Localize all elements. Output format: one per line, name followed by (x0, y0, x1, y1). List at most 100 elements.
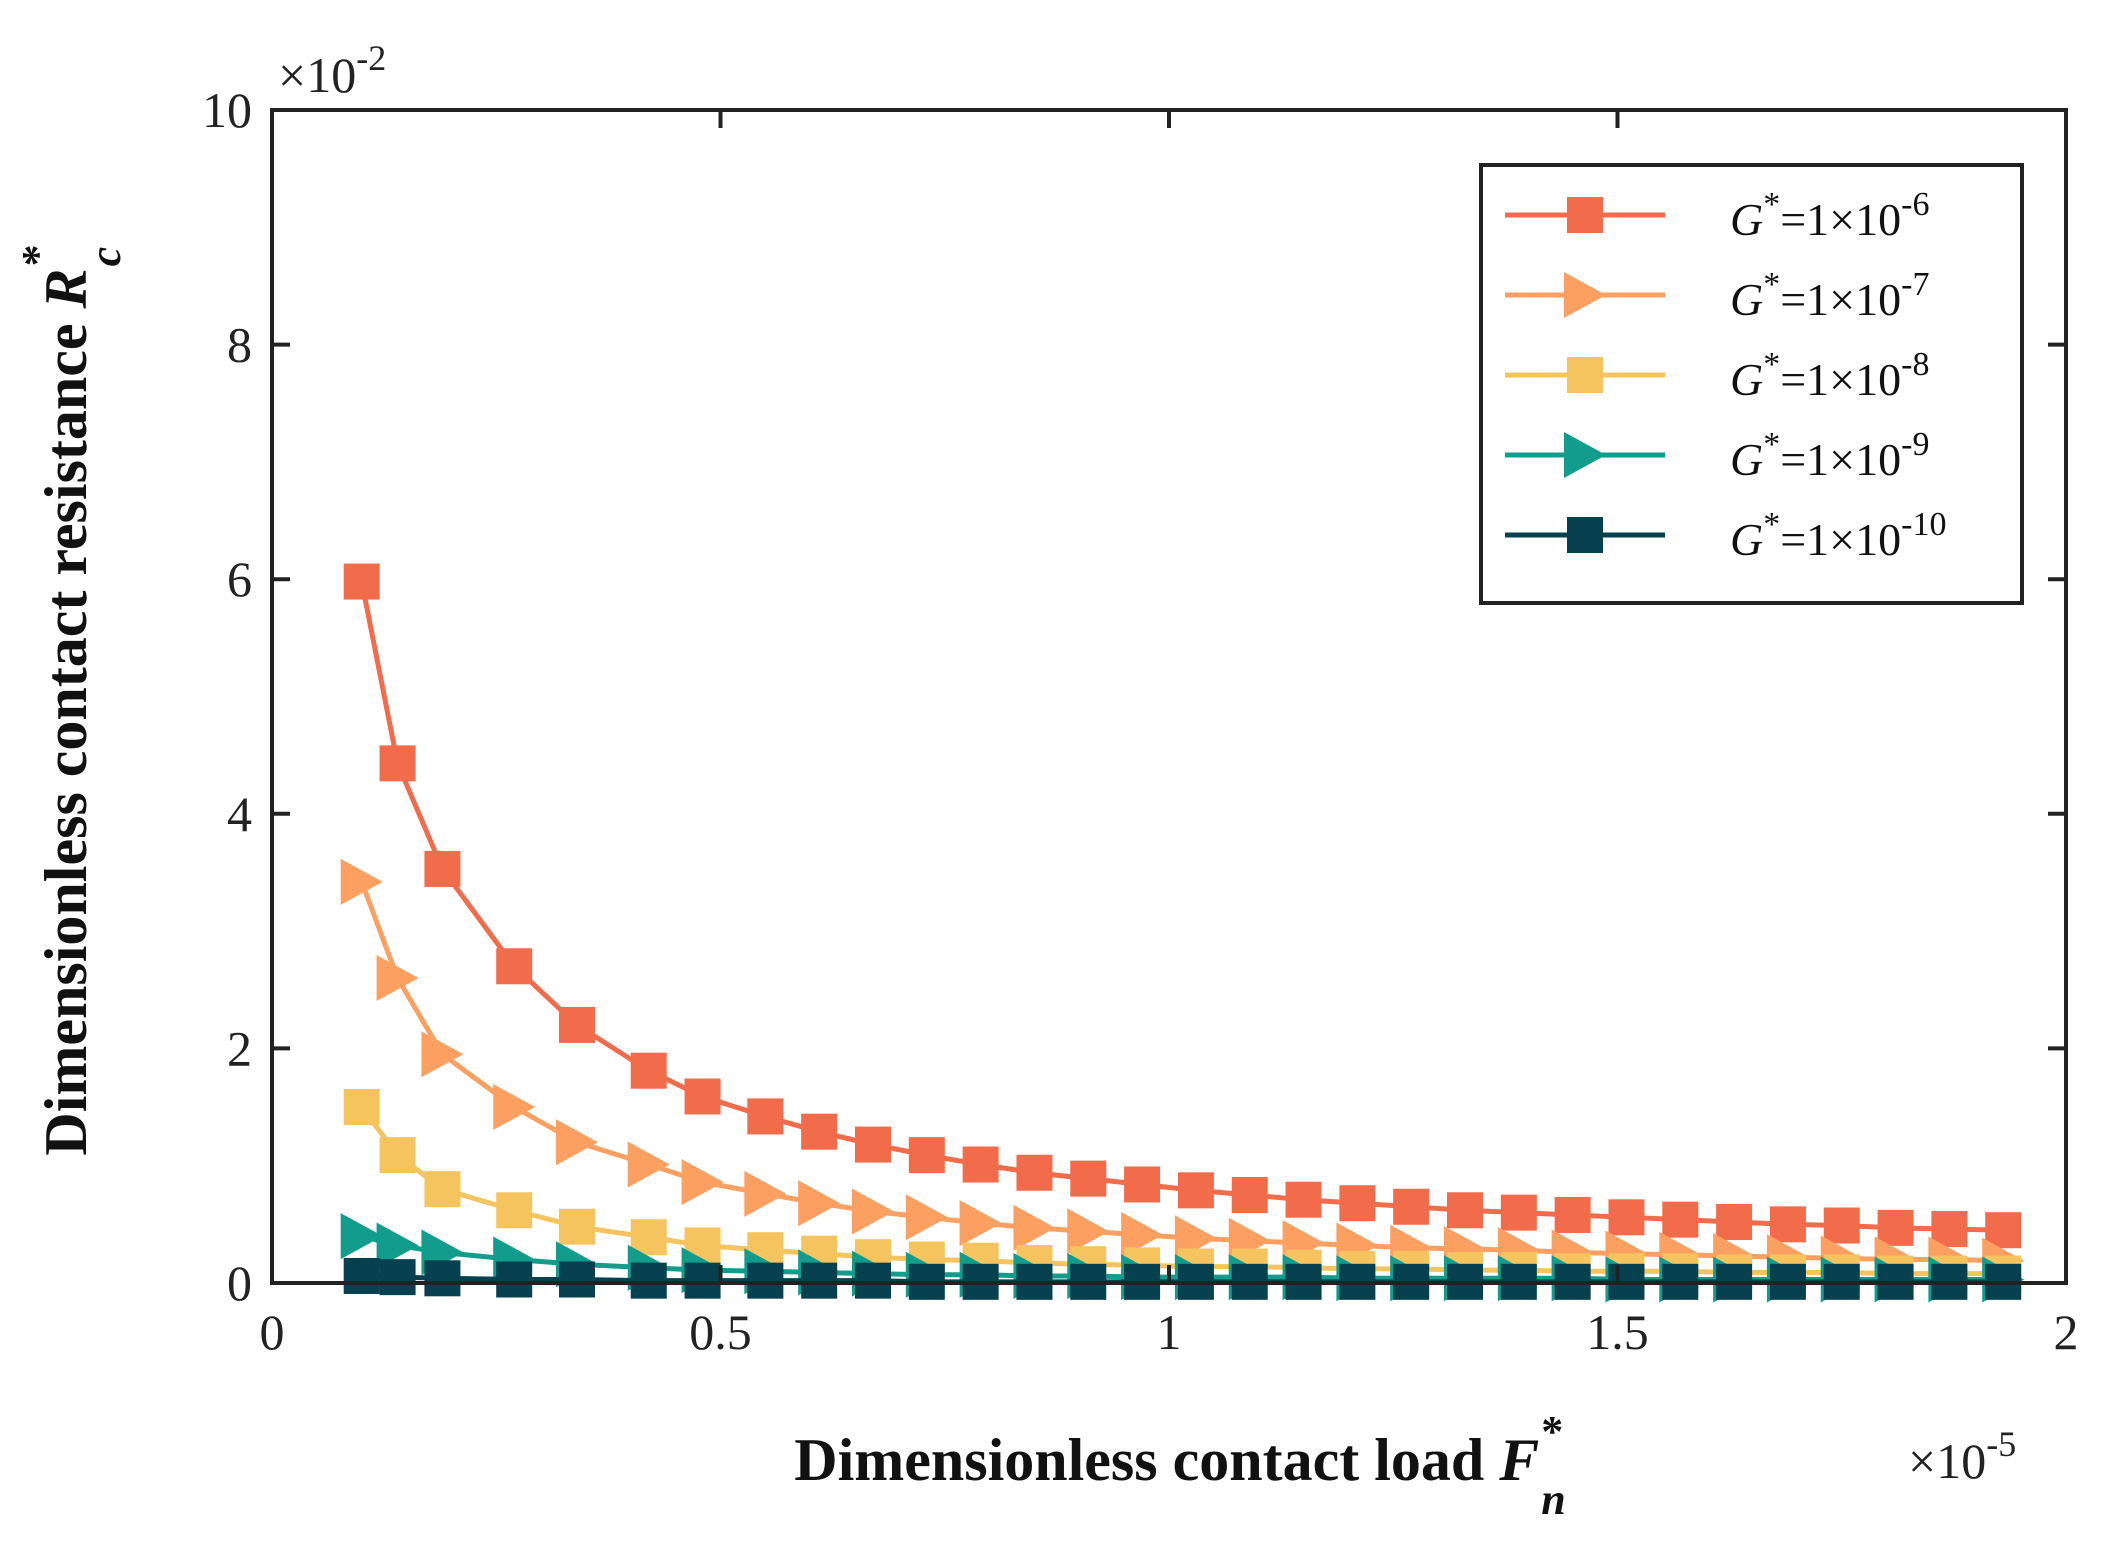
y-exponent-power: -2 (356, 38, 386, 78)
data-point (1769, 1206, 1806, 1243)
data-point (905, 1194, 948, 1241)
data-point (1447, 1192, 1484, 1229)
legend-symbol: G (1730, 434, 1763, 485)
legend-swatch-marker (1564, 272, 1606, 318)
legend-exp: -9 (1901, 426, 1929, 463)
legend: G*=1×10-6G*=1×10-7G*=1×10-8G*=1×10-9G*=1… (1479, 163, 2024, 605)
data-point (496, 948, 533, 985)
data-point (558, 1208, 595, 1245)
legend-value: =1×10 (1780, 194, 1901, 245)
data-point (1013, 1204, 1056, 1251)
data-point (959, 1200, 1002, 1247)
y-axis-space (33, 308, 99, 323)
legend-value: =1×10 (1780, 434, 1901, 485)
legend-sup: * (1763, 346, 1780, 383)
legend-swatch-marker (1567, 357, 1603, 393)
data-point (908, 1137, 945, 1174)
data-point (424, 850, 461, 887)
data-point (630, 1262, 667, 1299)
legend-sup: * (1763, 186, 1780, 223)
data-point (343, 1089, 380, 1126)
data-point (1393, 1188, 1430, 1225)
series-0 (343, 563, 2022, 1249)
data-point (376, 1222, 419, 1269)
legend-label: G*=1×10-7 (1730, 266, 1929, 325)
data-point (744, 1170, 787, 1217)
y-axis-symbol: R (33, 268, 99, 309)
data-point (1877, 1209, 1914, 1246)
legend-entries: G*=1×10-6G*=1×10-7G*=1×10-8G*=1×10-9G*=1… (1505, 186, 1946, 565)
legend-symbol: G (1730, 274, 1763, 325)
data-point (496, 1192, 533, 1229)
y-tick-label: 2 (227, 1020, 252, 1076)
y-tick-label: 10 (202, 82, 252, 138)
y-axis-sub: c (81, 247, 130, 267)
data-point (1985, 1212, 2022, 1249)
data-point (1121, 1211, 1164, 1258)
data-point (1285, 1181, 1322, 1218)
legend-entry-4: G*=1×10-10 (1505, 506, 1946, 565)
legend-exp: -8 (1901, 346, 1929, 383)
x-exponent-base: ×10 (1908, 1433, 1986, 1489)
data-point (801, 1262, 838, 1299)
legend-entry-2: G*=1×10-8 (1505, 346, 1929, 405)
legend-entry-3: G*=1×10-9 (1505, 426, 1929, 485)
tick-layer: 0 0.5 1 1.5 2 0 2 4 6 8 10 (202, 82, 2079, 1360)
legend-swatch-marker (1564, 432, 1606, 478)
legend-swatch-marker (1567, 197, 1603, 233)
data-point (851, 1188, 894, 1235)
data-point (1231, 1177, 1268, 1214)
y-axis-title: Dimensionless contact resistance R* c (13, 244, 130, 1155)
legend-swatch-marker (1567, 517, 1603, 553)
data-point (630, 1219, 667, 1256)
x-axis-sub: n (1541, 1475, 1565, 1524)
data-point (379, 1137, 416, 1174)
legend-label: G*=1×10-9 (1730, 426, 1929, 485)
data-point (1070, 1160, 1107, 1197)
data-point (1554, 1196, 1591, 1233)
data-point (681, 1159, 724, 1206)
legend-sup: * (1763, 506, 1780, 543)
x-axis-sup: * (1541, 1407, 1563, 1456)
x-axis-symbol: F (1498, 1427, 1539, 1493)
data-point (798, 1180, 841, 1227)
legend-value: =1×10 (1780, 354, 1901, 405)
series-layer (340, 563, 2025, 1303)
data-point (424, 1260, 461, 1297)
legend-value: =1×10 (1780, 514, 1901, 565)
x-tick-label: 1 (1157, 1304, 1182, 1360)
legend-symbol: G (1730, 354, 1763, 405)
x-tick-label: 1.5 (1586, 1304, 1649, 1360)
data-point (376, 955, 419, 1002)
y-tick-label: 8 (227, 317, 252, 373)
y-axis-title-text: Dimensionless contact resistance (33, 323, 99, 1155)
y-tick-label: 6 (227, 551, 252, 607)
data-point (747, 1098, 784, 1135)
data-point (801, 1113, 838, 1150)
y-exponent-base: ×10 (278, 47, 356, 103)
data-point (1124, 1166, 1161, 1203)
x-axis-space (1484, 1427, 1499, 1493)
data-point (962, 1146, 999, 1183)
data-point (854, 1126, 891, 1163)
data-point (1608, 1199, 1645, 1236)
x-tick-label: 0 (260, 1304, 285, 1360)
data-point (684, 1262, 721, 1299)
data-point (1339, 1185, 1376, 1222)
data-point (343, 563, 380, 600)
data-point (558, 1006, 595, 1043)
legend-value: =1×10 (1780, 274, 1901, 325)
data-point (424, 1171, 461, 1208)
x-axis-title-text: Dimensionless contact load (794, 1427, 1484, 1493)
data-point (1823, 1207, 1860, 1244)
data-point (343, 1257, 380, 1294)
legend-symbol: G (1730, 514, 1763, 565)
legend-entry-1: G*=1×10-7 (1505, 266, 1929, 325)
y-axis-sup: * (13, 244, 62, 266)
data-point (379, 745, 416, 782)
data-point (340, 1213, 383, 1260)
data-point (854, 1262, 891, 1299)
data-point (1016, 1154, 1053, 1191)
data-point (1500, 1194, 1537, 1231)
data-point (1931, 1211, 1968, 1248)
